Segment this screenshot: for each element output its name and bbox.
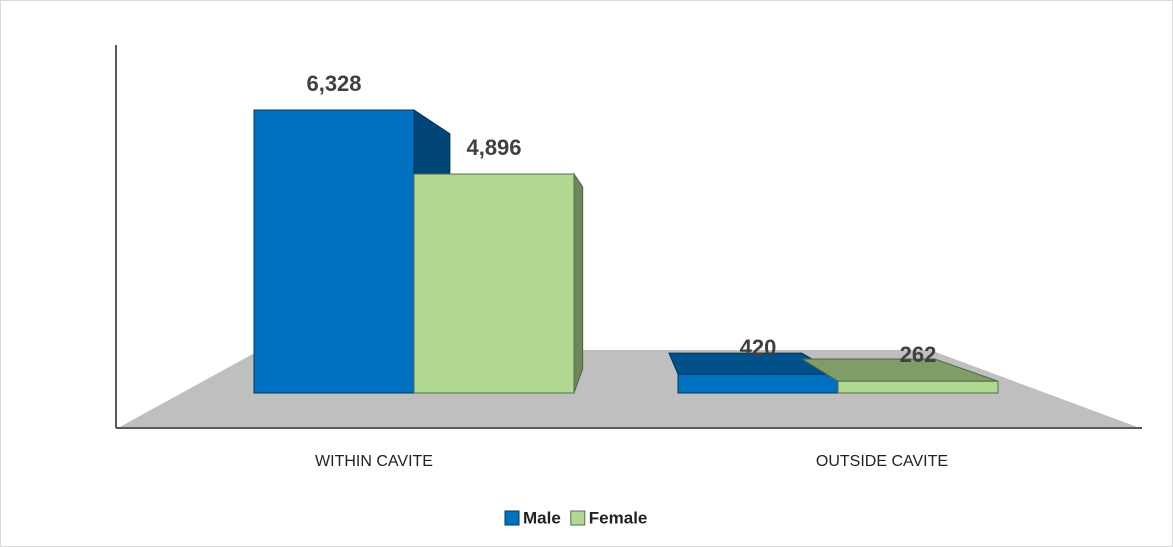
bar — [253, 109, 415, 394]
value-label: 6,328 — [306, 71, 361, 96]
legend-swatch — [570, 510, 586, 526]
bar — [677, 373, 839, 394]
value-label: 4,896 — [466, 135, 521, 160]
bar — [837, 380, 999, 394]
value-label: 420 — [740, 335, 777, 360]
x-tick-label: WITHIN CAVITE — [315, 453, 433, 470]
bar-side — [573, 172, 584, 394]
x-tick-label: OUTSIDE CAVITE — [816, 453, 948, 470]
legend-label: Male — [523, 508, 561, 527]
legend-swatch — [504, 510, 520, 526]
bar — [413, 173, 575, 394]
legend-label: Female — [589, 508, 648, 527]
value-label: 262 — [900, 342, 937, 367]
